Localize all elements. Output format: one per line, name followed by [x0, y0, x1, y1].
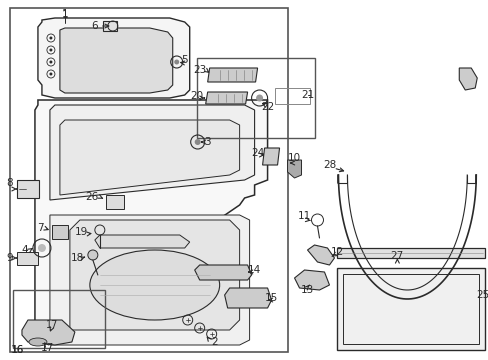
- Bar: [13, 290, 104, 348]
- Text: 17: 17: [41, 343, 55, 353]
- Text: 9: 9: [7, 253, 13, 263]
- Polygon shape: [38, 18, 189, 98]
- Polygon shape: [458, 68, 476, 90]
- Text: 1: 1: [61, 10, 68, 20]
- Polygon shape: [307, 245, 334, 265]
- Text: 14: 14: [247, 265, 261, 275]
- Polygon shape: [224, 288, 271, 308]
- Text: 24: 24: [250, 148, 264, 158]
- Polygon shape: [294, 270, 329, 290]
- Text: 1: 1: [61, 9, 68, 19]
- Bar: [274, 88, 309, 104]
- Text: 25: 25: [475, 290, 488, 300]
- Bar: [337, 248, 484, 258]
- Circle shape: [49, 60, 52, 63]
- Ellipse shape: [29, 338, 47, 346]
- Polygon shape: [60, 28, 172, 93]
- Text: 19: 19: [75, 227, 88, 237]
- Polygon shape: [70, 220, 239, 330]
- Polygon shape: [17, 252, 38, 265]
- Text: 22: 22: [261, 102, 274, 112]
- Text: 17: 17: [46, 320, 58, 330]
- Polygon shape: [194, 265, 251, 280]
- Text: 11: 11: [297, 211, 310, 221]
- Text: 3: 3: [204, 137, 210, 147]
- Bar: [10, 8, 287, 352]
- Polygon shape: [60, 120, 239, 195]
- Text: 27: 27: [390, 251, 403, 261]
- Bar: [52, 225, 68, 239]
- Polygon shape: [207, 68, 257, 82]
- Circle shape: [88, 250, 98, 260]
- Circle shape: [256, 94, 263, 102]
- Text: 18: 18: [71, 253, 84, 263]
- Bar: [196, 58, 314, 138]
- Text: 20: 20: [190, 91, 203, 101]
- Polygon shape: [205, 92, 247, 104]
- Polygon shape: [95, 235, 189, 248]
- Text: 28: 28: [322, 160, 335, 170]
- Circle shape: [49, 36, 52, 40]
- Polygon shape: [22, 320, 75, 345]
- Text: 16: 16: [12, 345, 24, 355]
- Text: 26: 26: [85, 192, 98, 202]
- Circle shape: [49, 72, 52, 76]
- Polygon shape: [50, 105, 254, 200]
- Text: 8: 8: [7, 178, 13, 188]
- Text: 10: 10: [287, 153, 301, 163]
- Circle shape: [194, 139, 200, 145]
- Text: 13: 13: [300, 285, 313, 295]
- Text: 2: 2: [211, 337, 218, 347]
- Text: 15: 15: [264, 293, 278, 303]
- Ellipse shape: [90, 250, 219, 320]
- Text: 4: 4: [21, 245, 28, 255]
- Text: 23: 23: [193, 65, 206, 75]
- Polygon shape: [262, 148, 279, 165]
- Text: 6: 6: [91, 21, 98, 31]
- Polygon shape: [50, 215, 249, 345]
- Bar: [337, 268, 484, 350]
- Bar: [105, 195, 123, 209]
- Circle shape: [38, 244, 46, 252]
- Text: 5: 5: [181, 55, 187, 65]
- Text: 21: 21: [300, 90, 313, 100]
- Bar: [102, 21, 117, 31]
- Polygon shape: [35, 100, 267, 345]
- Bar: [17, 180, 39, 198]
- Polygon shape: [287, 160, 301, 178]
- Text: 7: 7: [37, 223, 43, 233]
- Bar: [343, 274, 478, 344]
- Text: 12: 12: [330, 247, 344, 257]
- Circle shape: [174, 59, 179, 64]
- Text: 16: 16: [10, 345, 23, 355]
- Circle shape: [49, 49, 52, 51]
